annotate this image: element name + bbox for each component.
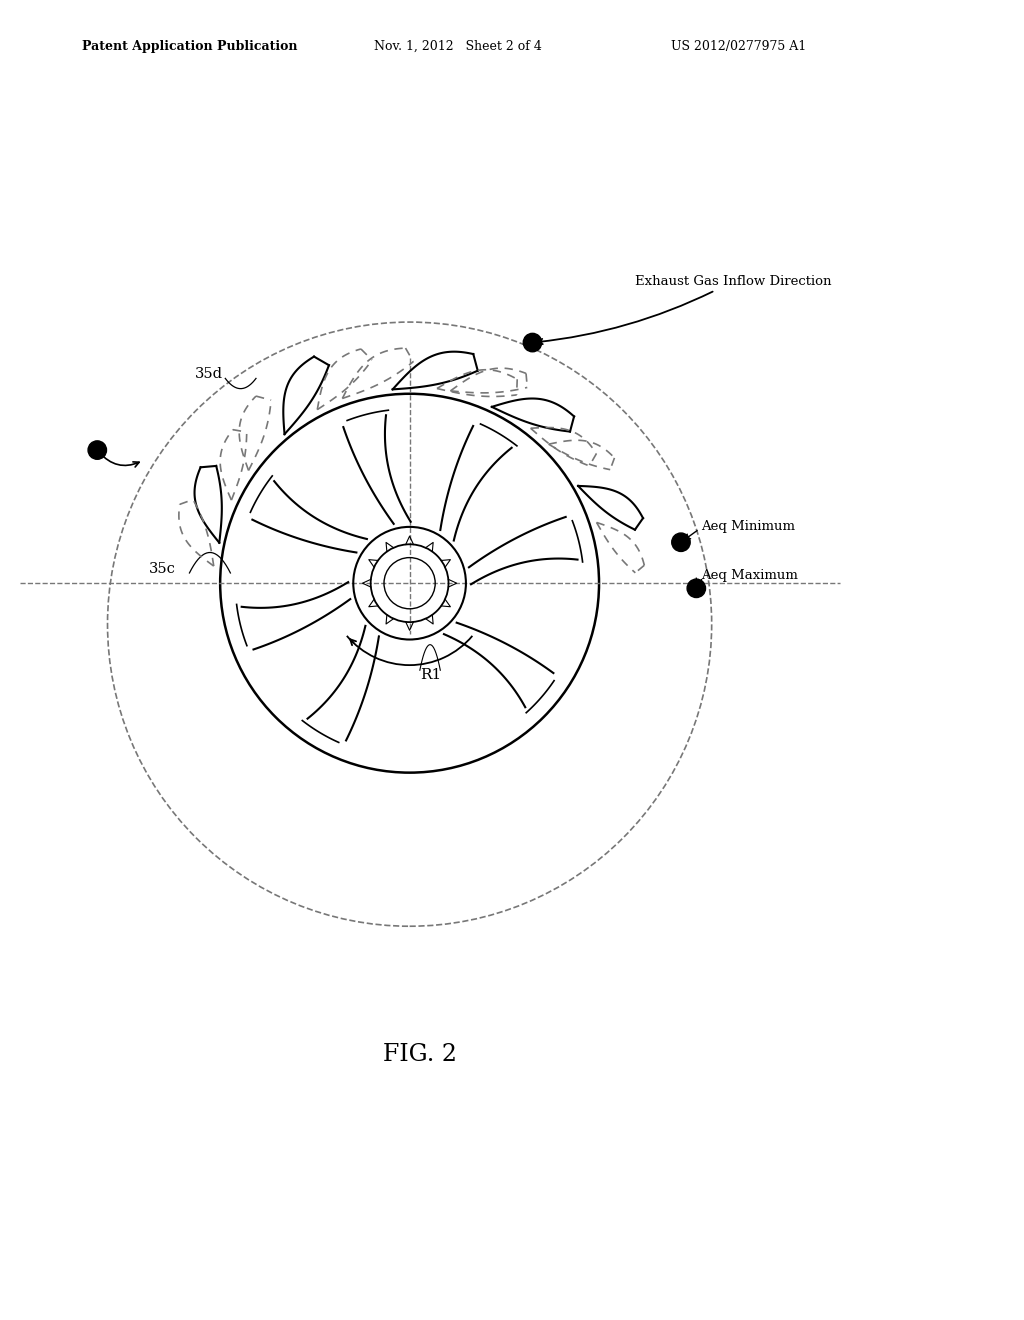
Text: 35c: 35c — [148, 562, 175, 576]
Text: R1: R1 — [420, 668, 441, 682]
Text: 35d: 35d — [195, 367, 222, 381]
Text: Exhaust Gas Inflow Direction: Exhaust Gas Inflow Direction — [538, 275, 831, 345]
Text: US 2012/0277975 A1: US 2012/0277975 A1 — [671, 40, 806, 53]
Text: FIG. 2: FIG. 2 — [383, 1043, 457, 1065]
Text: Patent Application Publication: Patent Application Publication — [82, 40, 297, 53]
Text: Nov. 1, 2012   Sheet 2 of 4: Nov. 1, 2012 Sheet 2 of 4 — [374, 40, 542, 53]
Text: Aeq Minimum: Aeq Minimum — [701, 520, 796, 533]
Circle shape — [687, 579, 706, 598]
Text: Aeq Maximum: Aeq Maximum — [701, 569, 799, 582]
Circle shape — [523, 334, 542, 351]
Circle shape — [672, 533, 690, 552]
Circle shape — [88, 441, 106, 459]
